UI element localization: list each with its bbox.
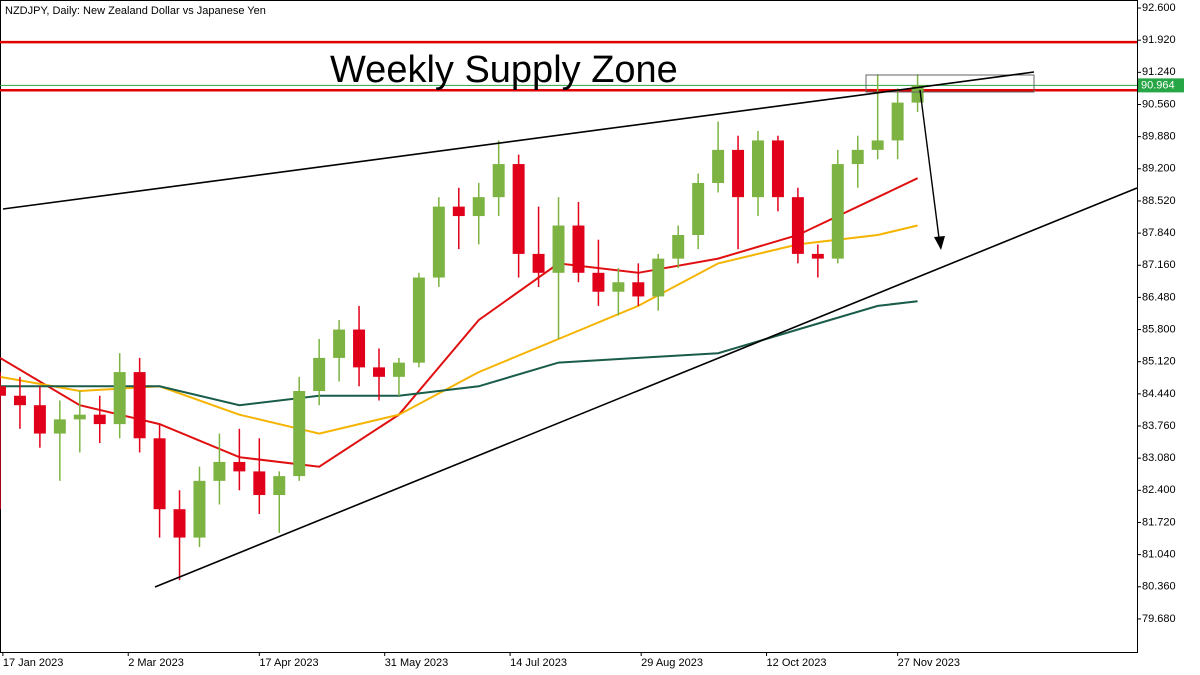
candle-body [253,471,266,496]
candle-body [452,206,465,217]
candle-body [552,225,565,273]
supply-zone-box [865,74,1035,93]
candle-body [791,197,804,254]
candle-body [173,509,186,538]
y-tick-label: 91.240 [1142,66,1176,78]
y-tick-label: 80.360 [1142,581,1176,593]
candle-body [592,272,605,292]
candle-body [572,225,585,273]
candle-body [273,476,286,496]
x-tick-label: 14 Jul 2023 [510,657,567,669]
candle-body [333,329,346,358]
candle-body [732,149,745,198]
plot-frame [0,0,1138,653]
y-tick-label: 90.560 [1142,98,1176,110]
candle-body [831,164,844,259]
y-tick-label: 92.600 [1142,2,1176,14]
x-tick-label: 27 Nov 2023 [898,657,960,669]
candle-body [752,140,764,198]
candle-body [692,182,705,235]
candle-body [871,140,884,150]
lower-trendline [154,187,1138,588]
arrow-shaft [919,89,940,239]
y-tick-label: 84.440 [1142,388,1176,400]
y-tick-label: 82.400 [1142,484,1176,496]
candle-body [712,149,725,183]
candle-body [153,438,166,510]
upper-trendline [2,71,1035,210]
candle-body [891,102,904,141]
y-tick-label: 81.720 [1142,516,1176,528]
candle-body [492,164,505,198]
candle-body [53,419,66,434]
candle-body [392,362,405,377]
chart-title: NZDJPY, Daily: New Zealand Dollar vs Jap… [5,5,266,17]
y-tick-label: 89.200 [1142,163,1176,175]
candle-body [911,85,924,103]
candle-body [93,414,106,425]
candle-body [512,164,525,254]
candle-body [0,386,6,396]
y-tick-label: 83.760 [1142,420,1176,432]
candle-body [33,405,46,434]
y-tick-label: 88.520 [1142,195,1176,207]
x-tick-label: 2 Mar 2023 [128,657,184,669]
candle-body [353,329,366,368]
candle-body [412,277,425,363]
x-tick-label: 17 Apr 2023 [259,657,318,669]
candle-body [293,391,306,477]
y-tick-label: 85.800 [1142,323,1176,335]
candle-body [313,357,326,392]
candle-body [672,234,685,259]
current-price-box [1138,78,1184,93]
candle-body [233,461,246,472]
candle-body [113,372,126,425]
x-tick-label: 17 Jan 2023 [3,657,64,669]
candle-body [612,282,625,292]
y-tick-label: 81.040 [1142,549,1176,561]
y-tick-label: 87.160 [1142,259,1176,271]
candle-body [193,480,206,538]
candle-body [373,367,385,377]
candle-body [133,372,146,439]
candle-body [632,282,645,297]
x-tick-label: 29 Aug 2023 [641,657,703,669]
y-tick-label: 83.080 [1142,452,1176,464]
candle-body [771,140,784,198]
y-tick-label: 87.840 [1142,227,1176,239]
candle-body [532,253,545,273]
y-tick-label: 89.880 [1142,131,1176,143]
y-tick-label: 91.920 [1142,34,1176,46]
candle-body [811,253,824,259]
y-tick-label: 86.480 [1142,291,1176,303]
candle-body [73,414,86,420]
candle-body [13,395,26,406]
candle-body [652,258,665,297]
candle-body [851,149,864,165]
y-tick-label: 79.680 [1142,613,1176,625]
candle-body [472,197,485,217]
x-tick-label: 12 Oct 2023 [767,657,827,669]
candle-body [432,206,445,278]
annotation: Weekly Supply Zone [330,49,678,91]
x-tick-label: 31 May 2023 [385,657,449,669]
moving-average [0,300,918,407]
candle-body [213,461,226,481]
current-price-label: 90.964 [1141,79,1175,91]
y-tick-label: 85.120 [1142,356,1176,368]
arrow-head [934,236,945,250]
